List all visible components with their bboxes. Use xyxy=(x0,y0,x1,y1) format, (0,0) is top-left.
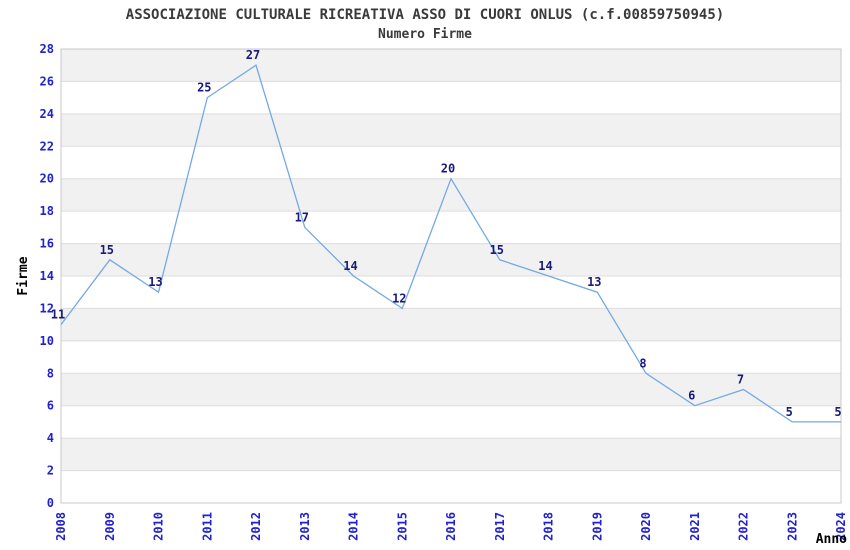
x-tick-label: 2020 xyxy=(639,512,653,541)
y-tick-label: 18 xyxy=(40,204,54,218)
point-label: 6 xyxy=(688,389,695,403)
plot-band xyxy=(61,373,841,406)
y-tick-label: 12 xyxy=(40,301,54,315)
x-tick-label: 2019 xyxy=(590,512,604,541)
point-label: 7 xyxy=(737,373,744,387)
chart-subtitle: Numero Firme xyxy=(378,27,472,42)
y-tick-label: 2 xyxy=(47,464,54,478)
y-tick-label: 8 xyxy=(47,366,54,380)
point-label: 12 xyxy=(392,291,406,305)
plot-band xyxy=(61,438,841,471)
y-tick-label: 24 xyxy=(40,107,54,121)
y-tick-label: 20 xyxy=(40,172,54,186)
x-tick-label: 2016 xyxy=(444,512,458,541)
y-tick-label: 6 xyxy=(47,399,54,413)
x-tick-label: 2009 xyxy=(103,512,117,541)
x-tick-label: 2022 xyxy=(737,512,751,541)
point-label: 13 xyxy=(148,275,162,289)
x-tick-label: 2015 xyxy=(395,512,409,541)
chart-title: ASSOCIAZIONE CULTURALE RICREATIVA ASSO D… xyxy=(126,7,724,23)
x-axis-title: Anno xyxy=(816,532,847,547)
x-tick-label: 2011 xyxy=(200,512,214,541)
y-tick-label: 14 xyxy=(40,269,54,283)
point-label: 15 xyxy=(490,243,504,257)
y-tick-label: 0 xyxy=(47,496,54,510)
y-tick-label: 10 xyxy=(40,334,54,348)
x-tick-label: 2017 xyxy=(493,512,507,541)
point-label: 14 xyxy=(538,259,552,273)
point-label: 25 xyxy=(197,81,211,95)
point-label: 5 xyxy=(834,405,841,419)
point-label: 15 xyxy=(100,243,114,257)
x-tick-label: 2021 xyxy=(688,512,702,541)
y-tick-label: 28 xyxy=(40,42,54,56)
point-label: 13 xyxy=(587,275,601,289)
x-tick-label: 2014 xyxy=(347,512,361,541)
point-label: 20 xyxy=(441,162,455,176)
plot-band xyxy=(61,49,841,82)
plot-band xyxy=(61,178,841,212)
y-tick-label: 16 xyxy=(40,237,54,251)
x-tick-label: 2013 xyxy=(298,512,312,541)
point-label: 17 xyxy=(295,210,309,224)
y-tick-label: 26 xyxy=(40,74,54,88)
x-tick-label: 2012 xyxy=(249,512,263,541)
point-label: 11 xyxy=(51,308,65,322)
data-line xyxy=(60,64,841,423)
x-tick-label: 2018 xyxy=(542,512,556,541)
plot-border xyxy=(60,48,842,504)
x-tick-label: 2024 xyxy=(834,512,848,541)
plot-band xyxy=(61,113,841,147)
point-label: 8 xyxy=(639,356,646,370)
plot-band xyxy=(61,243,841,276)
y-tick-label: 4 xyxy=(47,431,54,445)
x-tick-label: 2023 xyxy=(785,512,799,541)
point-label: 27 xyxy=(246,48,260,62)
x-tick-label: 2010 xyxy=(152,512,166,541)
x-tick-label: 2008 xyxy=(54,512,68,541)
y-axis-title: Firme xyxy=(16,256,31,295)
point-label: 14 xyxy=(343,259,357,273)
plot-band xyxy=(61,308,841,341)
point-label: 5 xyxy=(786,405,793,419)
y-tick-label: 22 xyxy=(40,139,54,153)
